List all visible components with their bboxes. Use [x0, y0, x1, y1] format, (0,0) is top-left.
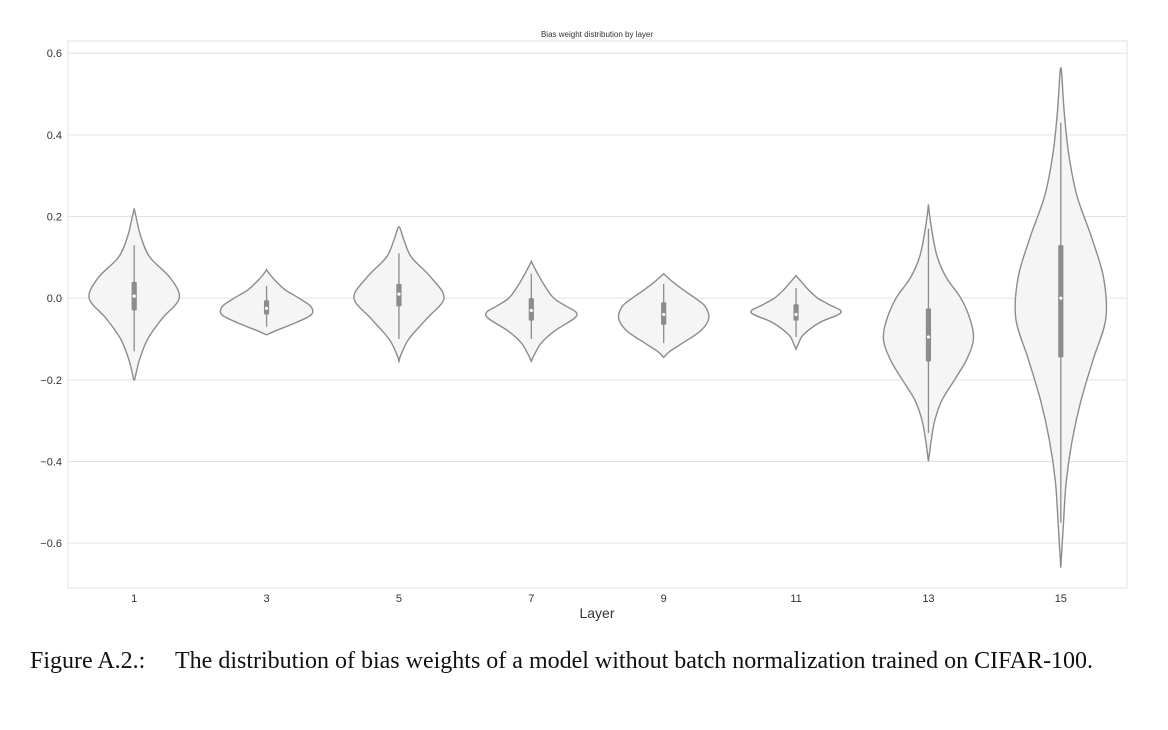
plot-frame [67, 40, 1128, 589]
y-tick-label: 0.2 [47, 212, 62, 224]
x-tick-label: 9 [661, 593, 667, 605]
x-tick-label: 7 [528, 593, 534, 605]
violin-layer-13 [882, 204, 975, 462]
y-tick-label: 0.0 [47, 293, 62, 305]
violin-median [1059, 296, 1063, 300]
x-tick-labels: 1 3 5 7 9 11 13 15 [131, 593, 1067, 605]
violin-median [132, 294, 136, 298]
figure-caption: Figure A.2.: The distribution of bias we… [30, 646, 1145, 677]
y-tick-label: −0.6 [40, 538, 62, 550]
violin-iqr-box [793, 304, 799, 321]
x-tick-label: 13 [922, 593, 934, 605]
violin-iqr-box [925, 308, 932, 362]
x-tick-label: 1 [131, 593, 137, 605]
violin-layer-11 [750, 274, 842, 351]
violin-iqr-box [1058, 245, 1064, 358]
violin-median [926, 335, 931, 339]
violin-median [397, 292, 401, 296]
violin-median [794, 312, 798, 317]
x-axis-label: Layer [579, 605, 614, 621]
violin-layer-5 [353, 225, 445, 364]
caption-text: The distribution of bias weights of a mo… [175, 648, 1094, 674]
x-tick-label: 5 [396, 593, 402, 605]
grid [68, 52, 1127, 544]
violins [88, 67, 1108, 568]
x-tick-label: 11 [790, 593, 801, 605]
y-tick-label: 0.4 [47, 130, 62, 142]
x-tick-label: 15 [1055, 593, 1067, 605]
violin-layer-9 [617, 272, 710, 359]
y-tick-label: −0.4 [40, 456, 62, 468]
chart-title: Bias weight distribution by layer [541, 30, 653, 39]
y-tick-label: 0.6 [47, 48, 62, 60]
violin-layer-15 [1014, 67, 1108, 568]
violin-median [529, 308, 533, 313]
violin-layer-1 [88, 208, 181, 381]
violin-median [662, 312, 666, 317]
caption-prefix: Figure A.2.: [30, 648, 146, 674]
violin-median [264, 306, 269, 310]
violin-layer-7 [484, 259, 578, 364]
violin-layer-3 [219, 268, 314, 336]
y-tick-label: −0.2 [40, 375, 62, 387]
x-tick-label: 3 [264, 593, 270, 605]
y-tick-labels: 0.6 0.4 0.2 0.0 −0.2 −0.4 −0.6 [40, 48, 62, 550]
violin-chart: Bias weight distribution by layer 0.6 0.4… [40, 30, 1128, 621]
